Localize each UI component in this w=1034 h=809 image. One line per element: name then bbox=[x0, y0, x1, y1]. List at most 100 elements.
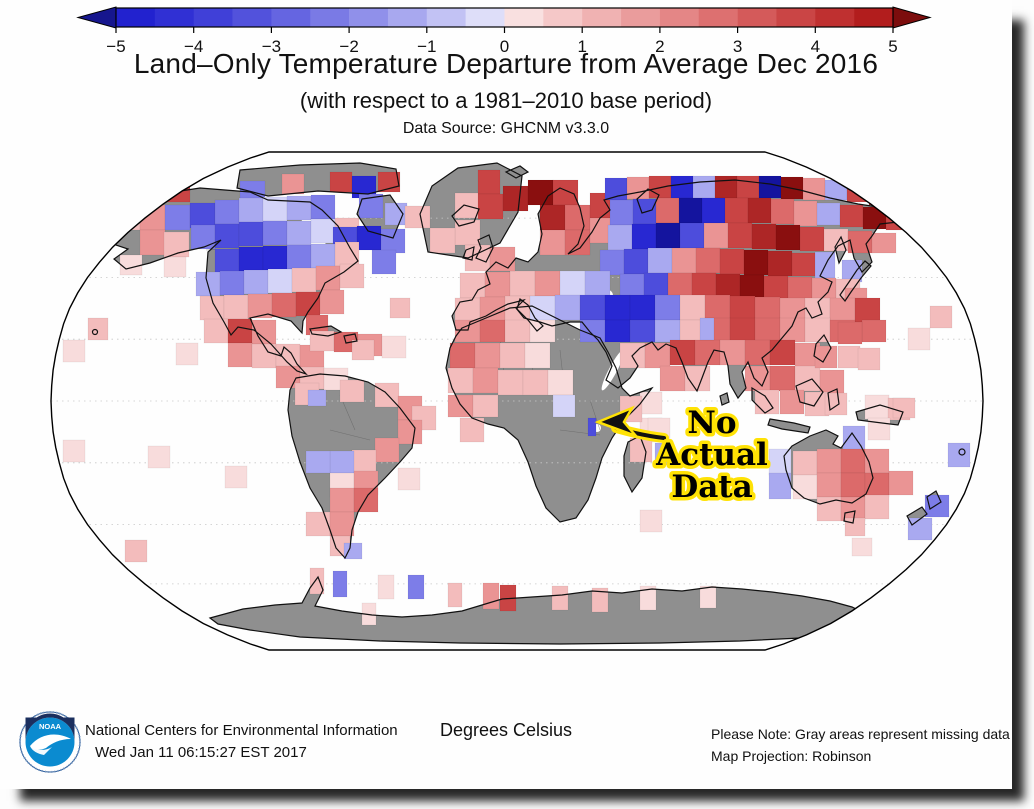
anomaly-cell bbox=[329, 511, 355, 537]
anomaly-cell bbox=[404, 205, 431, 229]
anomaly-cell bbox=[839, 204, 864, 228]
anomaly-cell bbox=[479, 296, 506, 323]
anomaly-cell bbox=[227, 318, 253, 344]
anomaly-cell bbox=[291, 267, 317, 293]
colorbar-tick-label: 1 bbox=[577, 37, 586, 56]
anomaly-cell bbox=[447, 394, 474, 418]
anomaly-cell bbox=[868, 184, 892, 206]
anomaly-cell bbox=[840, 448, 866, 474]
anomaly-cell bbox=[502, 185, 529, 212]
anomaly-cell bbox=[678, 197, 703, 224]
anomaly-cell bbox=[315, 265, 341, 291]
anomaly-cell bbox=[655, 222, 681, 249]
anomaly-cell bbox=[629, 319, 656, 343]
anomaly-cell bbox=[719, 248, 745, 275]
anomaly-cell bbox=[787, 276, 813, 303]
anomaly-cell bbox=[163, 231, 190, 258]
anomaly-cell bbox=[714, 175, 738, 199]
anomaly-cell bbox=[190, 224, 216, 250]
anomaly-cell bbox=[332, 570, 348, 598]
anomaly-cell bbox=[310, 218, 336, 244]
anomaly-cell bbox=[791, 252, 817, 277]
anomaly-cell bbox=[639, 509, 663, 533]
anomaly-cell bbox=[816, 472, 842, 498]
anomaly-cell bbox=[524, 342, 551, 369]
anomaly-cell bbox=[139, 179, 166, 203]
anomaly-cell bbox=[339, 379, 365, 403]
footer-projection-line: Map Projection: Robinson bbox=[711, 748, 872, 764]
anomaly-cell bbox=[823, 228, 849, 252]
anomaly-cell bbox=[670, 175, 694, 199]
anomaly-cell bbox=[947, 442, 971, 468]
anomaly-cell bbox=[802, 177, 826, 201]
anomaly-cell bbox=[472, 367, 499, 394]
anomaly-cell bbox=[679, 222, 705, 249]
anomaly-cell bbox=[454, 297, 481, 324]
anomaly-cell bbox=[175, 342, 199, 366]
anomaly-cell bbox=[841, 259, 863, 283]
anomaly-cell bbox=[754, 389, 780, 415]
anomaly-cell bbox=[62, 439, 86, 463]
anomaly-cell bbox=[459, 272, 486, 299]
anomaly-cell bbox=[529, 295, 556, 322]
anomaly-cell bbox=[699, 317, 715, 341]
anomaly-cell bbox=[358, 193, 384, 219]
colorbar-tick-label: −5 bbox=[106, 37, 125, 56]
anomaly-cell bbox=[655, 197, 680, 224]
anomaly-cell bbox=[607, 224, 633, 251]
anomaly-cell bbox=[907, 517, 933, 541]
anomaly-cell bbox=[527, 179, 554, 206]
anomaly-cell bbox=[623, 248, 649, 275]
annotation-line-1: No bbox=[687, 405, 736, 441]
anomaly-cell bbox=[547, 369, 574, 396]
anomaly-cell bbox=[907, 327, 931, 351]
anomaly-cell bbox=[429, 227, 456, 254]
anomaly-cell bbox=[164, 204, 191, 231]
anomaly-cell bbox=[744, 339, 771, 366]
anomaly-cell bbox=[816, 448, 842, 474]
anomaly-cell bbox=[743, 249, 769, 276]
anomaly-cell bbox=[609, 199, 634, 226]
anomaly-cell bbox=[919, 191, 939, 211]
anomaly-cell bbox=[271, 292, 297, 318]
anomaly-cell bbox=[238, 246, 264, 272]
anomaly-cell bbox=[758, 175, 782, 199]
anomaly-cell bbox=[214, 248, 240, 274]
noaa-logo-text: NOAA bbox=[39, 722, 62, 731]
anomaly-cell bbox=[356, 225, 382, 251]
anomaly-cell bbox=[381, 335, 407, 359]
anomaly-cell bbox=[504, 319, 531, 343]
anomaly-cell bbox=[305, 450, 331, 474]
anomaly-cell bbox=[214, 199, 240, 225]
anomaly-cell bbox=[888, 470, 914, 496]
anomaly-cell bbox=[793, 200, 818, 227]
anomaly-cell bbox=[329, 450, 355, 474]
annotation-line-3: Data bbox=[671, 469, 752, 505]
anomaly-cell bbox=[267, 268, 293, 294]
anomaly-cell bbox=[474, 342, 501, 369]
anomaly-cell bbox=[124, 539, 148, 563]
anomaly-cell bbox=[799, 226, 825, 252]
anomaly-cell bbox=[377, 574, 395, 600]
colorbar-tick-label: 3 bbox=[733, 37, 742, 56]
anomaly-cell bbox=[539, 204, 566, 231]
anomaly-cell bbox=[769, 339, 796, 366]
anomaly-cell bbox=[307, 389, 327, 407]
anomaly-cell bbox=[632, 198, 657, 225]
anomaly-cell bbox=[238, 221, 264, 247]
anomaly-cell bbox=[701, 197, 726, 224]
anomaly-cell bbox=[584, 270, 611, 297]
footer-note-line: Please Note: Gray areas represent missin… bbox=[711, 726, 1010, 742]
anomaly-cell bbox=[819, 369, 845, 395]
anomaly-cell bbox=[447, 582, 463, 608]
anomaly-cell bbox=[564, 229, 591, 256]
anomaly-cell bbox=[747, 197, 772, 224]
anomaly-cell bbox=[739, 274, 765, 301]
anomaly-cell bbox=[353, 487, 379, 513]
annotation-arrow-head bbox=[594, 405, 641, 439]
colorbar: −5 −4 −3 −2 −1 0 1 2 3 4 5 bbox=[76, 6, 932, 56]
anomaly-cell bbox=[837, 321, 863, 345]
anomaly-cell bbox=[62, 339, 86, 363]
anomaly-cell bbox=[864, 494, 890, 520]
anomaly-cell bbox=[371, 249, 397, 275]
